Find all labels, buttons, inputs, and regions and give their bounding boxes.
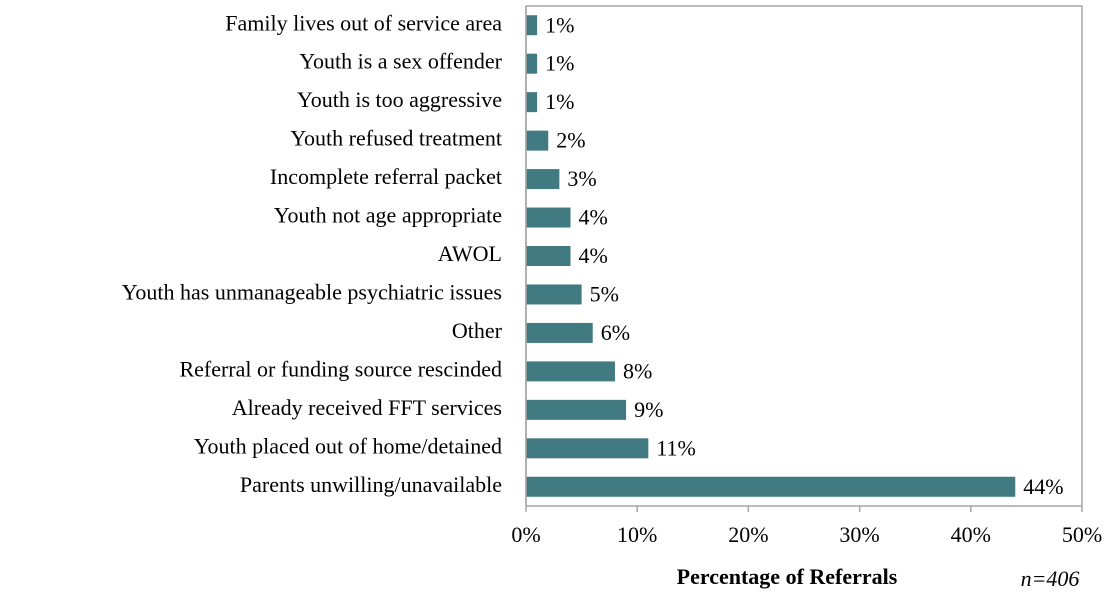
- bar: [526, 207, 571, 228]
- bar: [526, 361, 615, 382]
- bar: [526, 284, 582, 305]
- bar: [526, 15, 538, 36]
- y-tick-label: Incomplete referral packet: [270, 164, 502, 189]
- bar: [526, 476, 1016, 497]
- x-tick-label: 20%: [728, 522, 768, 547]
- y-tick-label: Youth is too aggressive: [297, 87, 502, 112]
- value-label: 1%: [545, 12, 574, 37]
- y-tick-label: Youth has unmanageable psychiatric issue…: [122, 280, 502, 305]
- y-tick-label: Youth placed out of home/detained: [194, 433, 502, 458]
- bar: [526, 246, 571, 266]
- annotation: n=406: [1021, 566, 1080, 591]
- x-tick-label: 40%: [951, 522, 991, 547]
- value-label: 3%: [567, 166, 596, 191]
- y-tick-label: Other: [452, 318, 503, 343]
- value-label: 6%: [601, 320, 630, 345]
- value-label: 44%: [1023, 474, 1063, 499]
- x-tick-label: 50%: [1062, 522, 1102, 547]
- y-tick-label: Referral or funding source rescinded: [179, 356, 502, 381]
- x-tick-label: 0%: [511, 522, 540, 547]
- y-tick-label: Youth refused treatment: [290, 126, 502, 151]
- value-label: 5%: [590, 282, 619, 307]
- plot-border: [525, 5, 1083, 507]
- x-tick-label: 10%: [617, 522, 657, 547]
- bar: [526, 438, 649, 459]
- bar: [526, 53, 538, 74]
- value-label: 1%: [545, 89, 574, 114]
- y-tick-label: Youth is a sex offender: [299, 49, 502, 74]
- bar: [526, 169, 560, 190]
- y-tick-label: Parents unwilling/unavailable: [240, 472, 502, 497]
- bar: [526, 399, 627, 420]
- value-label: 2%: [556, 128, 585, 153]
- y-tick-label: AWOL: [438, 241, 502, 266]
- value-label: 11%: [656, 435, 696, 460]
- bar: [526, 130, 549, 151]
- y-tick-label: Family lives out of service area: [225, 10, 502, 35]
- x-tick-label: 30%: [839, 522, 879, 547]
- bar: [526, 322, 593, 343]
- bar: [526, 92, 538, 113]
- x-axis-label: Percentage of Referrals: [677, 564, 898, 589]
- y-tick-label: Already received FFT services: [232, 395, 502, 420]
- value-label: 9%: [634, 397, 663, 422]
- value-label: 8%: [623, 358, 652, 383]
- value-label: 4%: [578, 243, 607, 268]
- value-label: 1%: [545, 51, 574, 76]
- value-label: 4%: [578, 205, 607, 230]
- y-tick-label: Youth not age appropriate: [274, 203, 502, 228]
